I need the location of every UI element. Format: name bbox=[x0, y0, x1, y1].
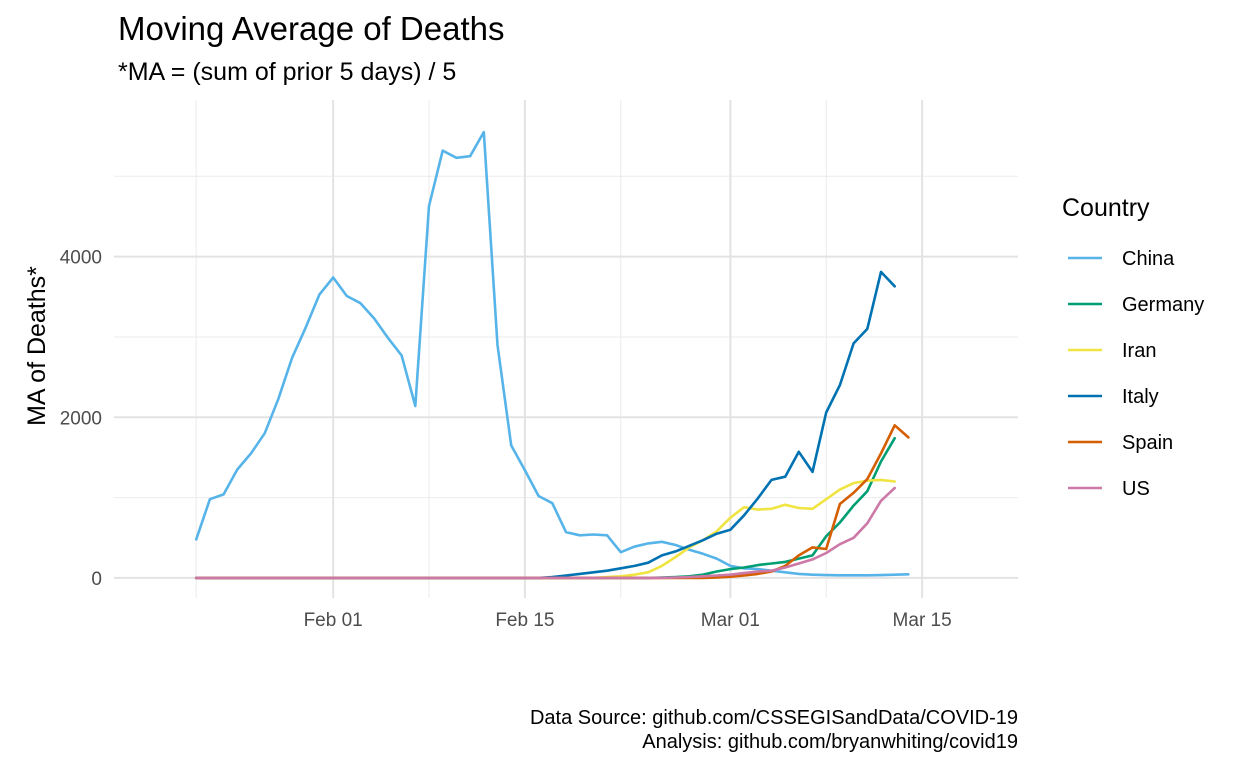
series-line-spain bbox=[194, 423, 910, 580]
chart-title: Moving Average of Deaths bbox=[118, 10, 505, 47]
grid bbox=[114, 100, 1018, 598]
legend-label-iran: Iran bbox=[1122, 340, 1156, 362]
x-tick-label: Feb 15 bbox=[495, 610, 554, 631]
y-tick-label: 2000 bbox=[60, 408, 102, 429]
legend-label-germany: Germany bbox=[1122, 294, 1204, 316]
series-line-china bbox=[194, 130, 910, 577]
legend-label-china: China bbox=[1122, 248, 1175, 270]
caption-line-analysis: Analysis: github.com/bryanwhiting/covid1… bbox=[642, 731, 1018, 753]
y-tick-label: 0 bbox=[91, 569, 102, 590]
legend-label-italy: Italy bbox=[1122, 386, 1159, 408]
series-line-germany bbox=[194, 436, 897, 580]
series-line-us bbox=[194, 486, 897, 580]
caption-line-source: Data Source: github.com/CSSEGISandData/C… bbox=[529, 707, 1018, 729]
series-lines bbox=[194, 130, 910, 580]
legend-title: Country bbox=[1062, 194, 1150, 222]
chart-subtitle: *MA = (sum of prior 5 days) / 5 bbox=[118, 58, 457, 86]
series-line-italy bbox=[194, 270, 897, 580]
x-tick-label: Mar 15 bbox=[893, 610, 952, 631]
x-tick-label: Mar 01 bbox=[701, 610, 760, 631]
caption: Data Source: github.com/CSSEGISandData/C… bbox=[530, 706, 1018, 754]
legend: Country China Germany Iran Italy Spain US bbox=[1062, 194, 1204, 500]
y-axis-title: MA of Deaths* bbox=[23, 266, 51, 426]
legend-label-spain: Spain bbox=[1122, 432, 1173, 454]
axes: 0 2000 4000 Feb 01 Feb 15 Mar 01 Mar 15 bbox=[60, 248, 952, 631]
x-tick-label: Feb 01 bbox=[304, 610, 363, 631]
legend-label-us: US bbox=[1122, 478, 1150, 500]
y-tick-label: 4000 bbox=[60, 248, 102, 269]
